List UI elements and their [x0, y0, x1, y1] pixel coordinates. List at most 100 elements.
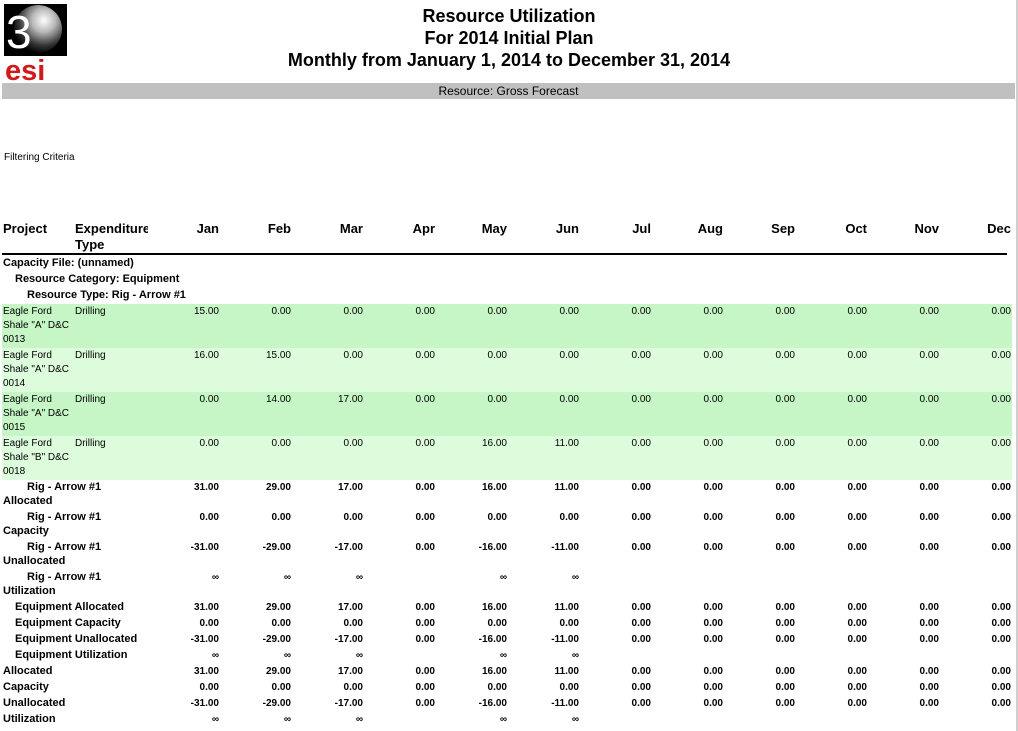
- file-total-value-jul: 0.00: [631, 666, 651, 677]
- type-total-value-may: 16.00: [481, 482, 507, 493]
- category-total-value-oct: 0.00: [847, 602, 867, 613]
- project-name-line: Eagle Ford: [3, 438, 52, 449]
- file-total-value-jun: ∞: [571, 714, 579, 725]
- detail-row-value-jul: 0.00: [631, 350, 651, 361]
- type-total-value-jan: ∞: [211, 572, 219, 583]
- type-total-value-aug: 0.00: [703, 512, 723, 523]
- detail-row-value-may: 0.00: [487, 394, 507, 405]
- detail-row-value-oct: 0.00: [847, 306, 867, 317]
- type-total-label: Rig - Arrow #1: [27, 541, 102, 553]
- detail-row-value-may: 0.00: [487, 350, 507, 361]
- category-total-value-sep: 0.00: [775, 634, 795, 645]
- detail-row-value-feb: 15.00: [265, 350, 291, 361]
- detail-row-value-oct: 0.00: [847, 438, 867, 449]
- category-total-value-apr: 0.00: [415, 602, 435, 613]
- type-total-value-may: ∞: [499, 572, 507, 583]
- type-total-label: Rig - Arrow #1: [27, 571, 102, 583]
- file-total-value-apr: 0.00: [415, 666, 435, 677]
- file-total-value-feb: -29.00: [262, 698, 291, 709]
- type-total-value-jan: -31.00: [190, 542, 219, 553]
- project-name-line: Eagle Ford: [3, 394, 52, 405]
- logo-text: esi: [5, 55, 45, 82]
- category-total-value-may: 0.00: [487, 618, 507, 629]
- file-total-value-feb: 0.00: [271, 682, 291, 693]
- table-row: [2, 436, 1012, 480]
- category-total-value-dec: 0.00: [991, 618, 1011, 629]
- file-total-value-nov: 0.00: [919, 698, 939, 709]
- project-name-line: 0014: [3, 378, 26, 389]
- column-header-may: May: [481, 221, 507, 236]
- type-total-value-dec: 0.00: [991, 482, 1011, 493]
- detail-row-value-sep: 0.00: [775, 438, 795, 449]
- file-total-label: Capacity: [3, 681, 49, 693]
- column-header-dec: Dec: [987, 221, 1011, 236]
- detail-row-value-dec: 0.00: [991, 350, 1011, 361]
- file-total-value-dec: 0.00: [991, 666, 1011, 677]
- detail-row-value-nov: 0.00: [919, 306, 939, 317]
- file-total-value-nov: 0.00: [919, 682, 939, 693]
- project-name-line: Eagle Ford: [3, 350, 52, 361]
- detail-row-value-aug: 0.00: [703, 394, 723, 405]
- detail-row-value-apr: 0.00: [415, 350, 435, 361]
- category-total-value-may: -16.00: [478, 634, 507, 645]
- report-title: Resource Utilization: [422, 6, 596, 26]
- file-total-value-sep: 0.00: [775, 666, 795, 677]
- category-total-value-nov: 0.00: [919, 634, 939, 645]
- file-total-value-oct: 0.00: [847, 666, 867, 677]
- report-subtitle: For 2014 Initial Plan: [424, 28, 594, 48]
- capacity-file-label: Capacity File: (unnamed): [3, 257, 134, 269]
- type-total-value-mar: -17.00: [334, 542, 363, 553]
- detail-row-value-jan: 16.00: [193, 350, 219, 361]
- type-total-value-jul: 0.00: [631, 482, 651, 493]
- type-total-label-suffix: Utilization: [3, 585, 56, 597]
- category-total-label: Equipment Allocated: [15, 601, 124, 613]
- category-total-value-apr: 0.00: [415, 618, 435, 629]
- category-total-value-feb: ∞: [283, 650, 291, 661]
- project-name-line: Shale "A" D&C: [3, 408, 70, 419]
- project-name-line: 0018: [3, 466, 26, 477]
- category-total-label: Equipment Utilization: [15, 649, 128, 661]
- category-total-value-jul: 0.00: [631, 634, 651, 645]
- category-total-value-feb: 29.00: [265, 602, 291, 613]
- file-total-value-sep: 0.00: [775, 682, 795, 693]
- file-total-value-apr: 0.00: [415, 682, 435, 693]
- file-total-value-mar: -17.00: [334, 698, 363, 709]
- file-total-value-dec: 0.00: [991, 682, 1011, 693]
- file-total-value-nov: 0.00: [919, 666, 939, 677]
- file-total-label: Unallocated: [3, 697, 66, 709]
- file-total-value-aug: 0.00: [703, 682, 723, 693]
- category-total-value-sep: 0.00: [775, 618, 795, 629]
- detail-row-value-dec: 0.00: [991, 438, 1011, 449]
- file-total-value-dec: 0.00: [991, 698, 1011, 709]
- type-total-value-oct: 0.00: [847, 482, 867, 493]
- header-divider: [2, 253, 1007, 255]
- file-total-value-jan: -31.00: [190, 698, 219, 709]
- project-name-line: 0013: [3, 334, 26, 345]
- detail-row-value-jul: 0.00: [631, 438, 651, 449]
- file-total-value-jun: 11.00: [554, 666, 579, 677]
- category-total-value-jan: 0.00: [199, 618, 219, 629]
- detail-row-value-apr: 0.00: [415, 438, 435, 449]
- file-total-value-oct: 0.00: [847, 698, 867, 709]
- expenditure-type: Drilling: [75, 438, 106, 449]
- detail-row-value-feb: 0.00: [271, 438, 291, 449]
- company-logo: 3 esi: [4, 4, 67, 82]
- table-row: [2, 392, 1012, 436]
- detail-row-value-jan: 0.00: [199, 438, 219, 449]
- resource-bar: Resource: Gross Forecast: [2, 83, 1015, 99]
- project-name-line: Eagle Ford: [3, 306, 52, 317]
- column-header-sep: Sep: [771, 221, 795, 236]
- file-total-value-jan: 0.00: [199, 682, 219, 693]
- detail-row-value-dec: 0.00: [991, 306, 1011, 317]
- detail-row-value-may: 16.00: [481, 438, 507, 449]
- type-total-value-feb: 29.00: [265, 482, 291, 493]
- type-total-value-apr: 0.00: [415, 482, 435, 493]
- category-total-value-may: ∞: [499, 650, 507, 661]
- type-total-value-mar: ∞: [355, 572, 363, 583]
- detail-row-value-aug: 0.00: [703, 306, 723, 317]
- type-total-value-dec: 0.00: [991, 542, 1011, 553]
- table-row: [2, 304, 1012, 348]
- category-total-value-mar: 0.00: [343, 618, 363, 629]
- category-total-value-mar: 17.00: [337, 602, 363, 613]
- type-total-value-mar: 17.00: [337, 482, 363, 493]
